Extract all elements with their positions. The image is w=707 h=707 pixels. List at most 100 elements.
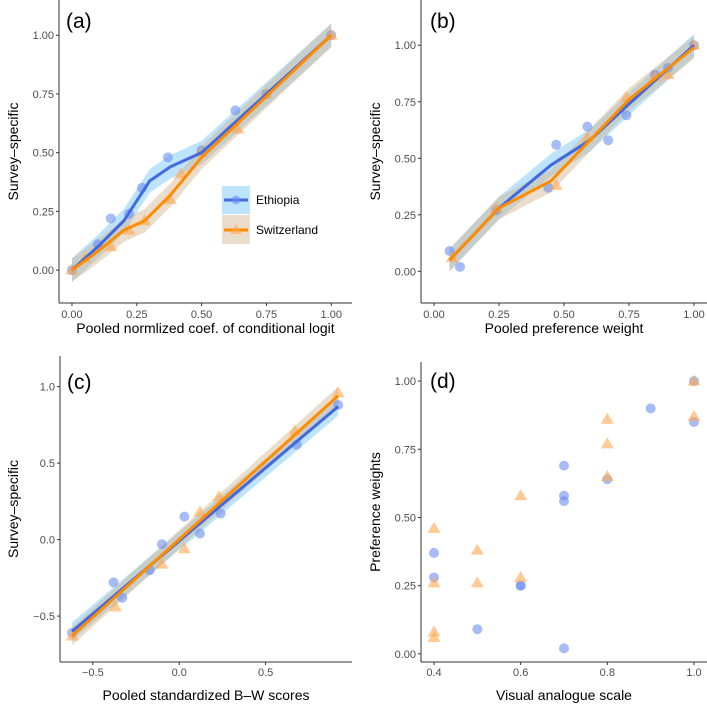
y-tick-label: 0.00 xyxy=(395,649,416,661)
switzerland-point xyxy=(104,240,118,252)
ethiopia-point xyxy=(559,496,569,507)
y-tick-label: 0.25 xyxy=(33,206,54,218)
x-tick-label: 0.5 xyxy=(258,667,273,679)
x-tick-label: 0.75 xyxy=(256,309,277,321)
y-tick-label: 0.75 xyxy=(33,89,54,101)
switzerland-point xyxy=(331,386,345,398)
y-tick-label: 1.00 xyxy=(33,30,54,42)
switzerland-point xyxy=(489,201,503,213)
y-tick-label: 0.50 xyxy=(395,153,416,165)
ethiopia-smooth-line xyxy=(70,34,333,272)
ethiopia-point xyxy=(551,139,562,150)
switzerland-point xyxy=(514,489,528,501)
x-tick-label: 0.00 xyxy=(61,309,82,321)
ethiopia-point xyxy=(515,580,526,591)
switzerland-point xyxy=(427,630,441,642)
switzerland-point xyxy=(427,576,441,588)
y-tick-label: 0.00 xyxy=(33,265,54,277)
switzerland-smooth-line xyxy=(71,394,340,638)
x-tick-label: 1.0 xyxy=(686,667,701,679)
switzerland-point xyxy=(687,410,701,422)
switzerland-point xyxy=(600,470,614,482)
y-tick-label: 0.25 xyxy=(395,581,416,593)
x-axis-title: Pooled standardized B–W scores xyxy=(103,687,310,703)
ethiopia-point xyxy=(559,643,569,654)
x-tick-label: 0.8 xyxy=(600,667,615,679)
x-tick-label: 0.4 xyxy=(426,667,441,679)
switzerland-point xyxy=(193,505,207,517)
ethiopia-point xyxy=(105,213,116,224)
switzerland-point xyxy=(687,374,701,386)
switzerland-smooth-line xyxy=(71,34,333,272)
x-tick-label: −0.5 xyxy=(82,667,104,679)
x-tick-label: 0.25 xyxy=(126,309,147,321)
y-tick-label: 0.25 xyxy=(395,210,416,222)
y-tick-label: −0.5 xyxy=(33,611,55,623)
ethiopia-point xyxy=(621,110,632,121)
legend-label-ethiopia: Ethiopia xyxy=(256,193,300,207)
switzerland-point xyxy=(470,576,484,588)
ethiopia-point xyxy=(92,239,103,250)
ethiopia-point xyxy=(582,121,593,132)
panel-letter: (d) xyxy=(430,370,456,393)
switzerland-point xyxy=(427,521,441,533)
switzerland-point xyxy=(514,570,528,582)
y-tick-label: 0.50 xyxy=(33,148,54,160)
ethiopia-point xyxy=(156,539,167,550)
panel-letter: (a) xyxy=(66,10,92,33)
y-axis-title: Survey–specific xyxy=(5,460,21,558)
y-tick-label: 1.0 xyxy=(40,382,55,394)
y-tick-label: 0.0 xyxy=(40,535,55,547)
y-tick-label: 0.50 xyxy=(395,512,416,524)
ethiopia-point xyxy=(179,511,190,522)
ethiopia-point xyxy=(559,460,569,471)
panel-letter: (c) xyxy=(67,371,92,394)
switzerland-point xyxy=(177,542,191,554)
y-tick-label: 0.00 xyxy=(395,266,416,278)
panel-b: 0.00 0.25 0.50 0.75 1.00 0.00 0.25 0.50 0.75 1.00… xyxy=(367,0,707,336)
x-axis-title: Pooled normlized coef. of conditional lo… xyxy=(76,320,334,336)
y-axis-title: Survey–specific xyxy=(5,102,21,200)
ethiopia-point xyxy=(215,508,226,519)
y-tick-label: 0.75 xyxy=(395,444,416,456)
x-tick-label: 0.0 xyxy=(172,667,187,679)
ethiopia-point xyxy=(455,261,465,272)
ethiopia-point xyxy=(472,624,483,635)
y-axis-title: Survey–specific xyxy=(367,102,383,200)
panel-c: −0.5 0.0 0.5 −0.5 0.0 0.5 1.0 Pooled standardiz… xyxy=(5,356,352,703)
x-axis-title: Pooled preference weight xyxy=(485,320,644,336)
x-axis-title: Visual analogue scale xyxy=(496,687,632,703)
y-axis-title: Preference weights xyxy=(367,452,383,572)
ethiopia-point xyxy=(429,547,439,558)
x-tick-label: 1.00 xyxy=(321,309,342,321)
x-tick-label: 0.50 xyxy=(553,309,574,321)
y-tick-label: 0.5 xyxy=(40,458,55,470)
x-tick-label: 0.75 xyxy=(618,309,639,321)
ethiopia-point xyxy=(230,105,241,116)
switzerland-point xyxy=(600,437,614,449)
legend-key-ethiopia-point xyxy=(231,195,241,205)
panel-letter: (b) xyxy=(430,10,456,33)
ethiopia-point xyxy=(603,135,614,146)
switzerland-point xyxy=(231,122,245,134)
switzerland-point xyxy=(661,68,675,80)
x-tick-label: 0.50 xyxy=(191,309,212,321)
panel-d: 0.4 0.6 0.8 1.0 0.00 0.25 0.50 0.75 1.00 Visual a… xyxy=(367,362,707,703)
ethiopia-point xyxy=(108,577,119,588)
legend-key-switzerland-point xyxy=(230,224,242,234)
switzerland-point xyxy=(163,193,177,205)
x-tick-label: 1.00 xyxy=(683,309,704,321)
switzerland-point xyxy=(155,557,169,569)
ethiopia-point xyxy=(194,528,205,539)
switzerland-point xyxy=(174,167,188,179)
legend-label-switzerland: Switzerland xyxy=(256,223,318,237)
switzerland-point xyxy=(600,412,614,424)
switzerland-point xyxy=(549,178,563,190)
x-tick-label: 0.00 xyxy=(423,309,444,321)
ethiopia-point xyxy=(162,152,173,163)
y-tick-label: 1.00 xyxy=(395,40,416,52)
ethiopia-smooth-line xyxy=(71,405,340,633)
x-tick-label: 0.25 xyxy=(488,309,509,321)
switzerland-point xyxy=(108,600,122,612)
ethiopia-point xyxy=(645,403,656,414)
